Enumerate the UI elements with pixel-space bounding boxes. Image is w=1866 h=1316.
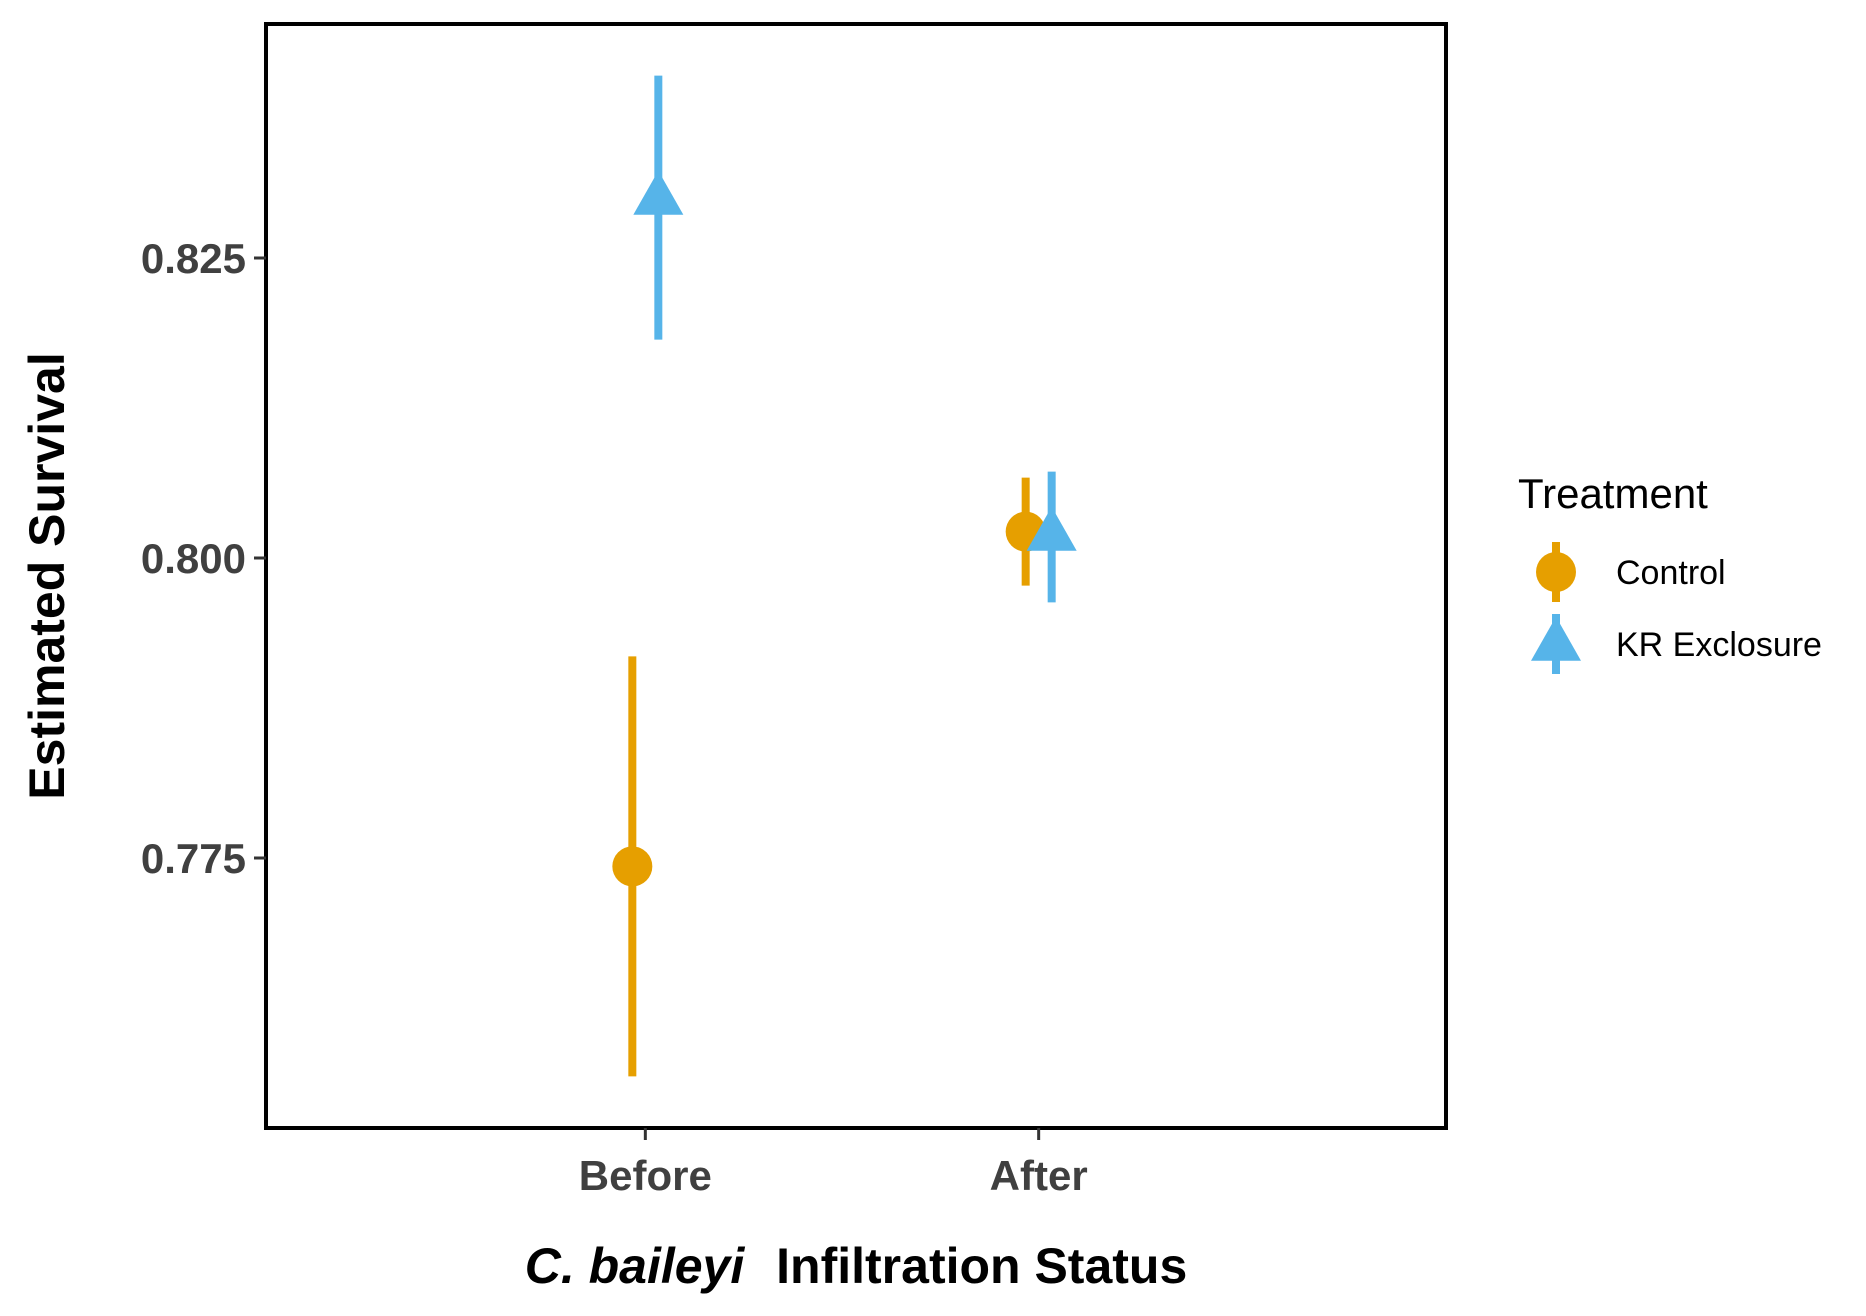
x-axis: Before After <box>579 1128 1088 1199</box>
legend: Treatment Control KR Exclosure <box>1518 470 1822 674</box>
x-tick-label-before: Before <box>579 1152 712 1199</box>
legend-key-control <box>1536 552 1576 592</box>
data-marks <box>612 75 1077 1077</box>
y-tick-label: 0.825 <box>141 235 246 282</box>
y-tick-label: 0.775 <box>141 835 246 882</box>
x-axis-title-rest: Infiltration Status <box>776 1238 1187 1294</box>
y-tick-label: 0.800 <box>141 535 246 582</box>
point-kr-exclosure-after <box>1026 506 1077 551</box>
point-control-before <box>612 846 653 887</box>
legend-title: Treatment <box>1518 470 1708 517</box>
legend-key-kr-exclosure <box>1531 616 1581 661</box>
x-axis-title-species: C. baileyi <box>525 1238 746 1294</box>
y-axis-title: Estimated Survival <box>19 352 75 799</box>
x-tick-label-after: After <box>990 1152 1088 1199</box>
point-kr-exclosure-before <box>633 170 684 215</box>
legend-label-control: Control <box>1616 554 1726 592</box>
legend-label-kr-exclosure: KR Exclosure <box>1616 626 1822 664</box>
y-axis: 0.775 0.800 0.825 <box>141 235 266 882</box>
plot-panel <box>264 22 1448 1130</box>
x-axis-title: C. baileyi Infiltration Status <box>525 1238 1188 1294</box>
